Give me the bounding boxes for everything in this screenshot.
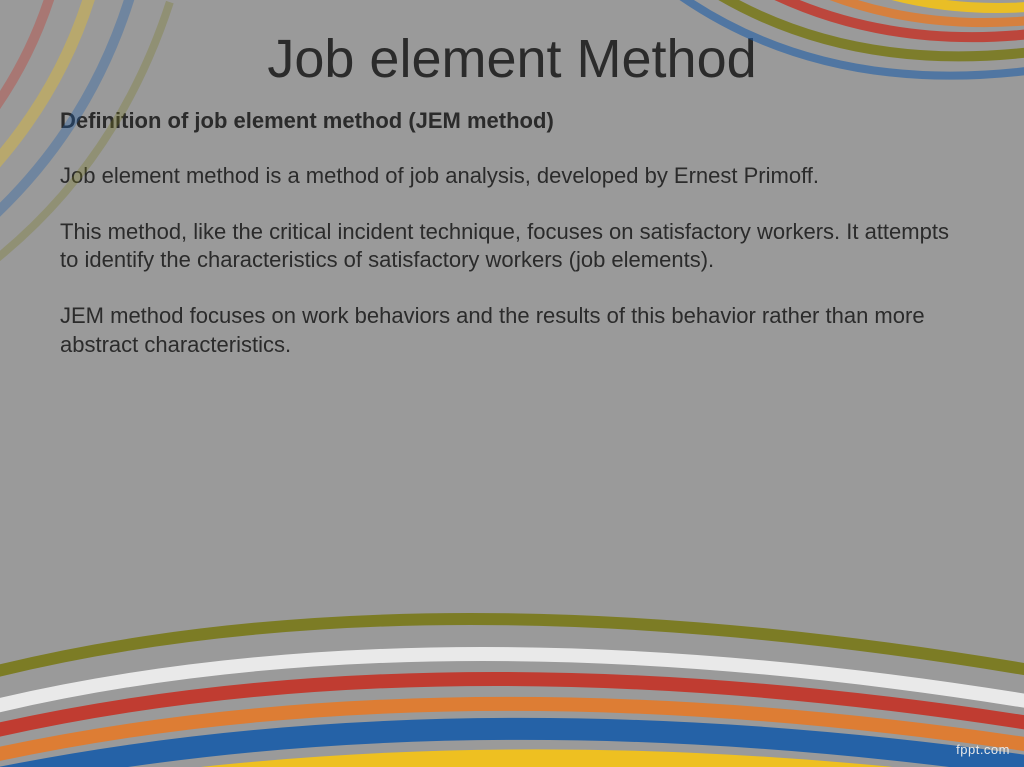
slide: Job element Method Definition of job ele… — [0, 0, 1024, 767]
decor-swoosh-bottom — [0, 487, 1024, 767]
slide-subtitle: Definition of job element method (JEM me… — [60, 108, 964, 134]
watermark-text: fppt.com — [956, 742, 1010, 757]
slide-paragraph: This method, like the critical incident … — [60, 218, 964, 274]
slide-paragraph: JEM method focuses on work behaviors and… — [60, 302, 964, 358]
slide-paragraph: Job element method is a method of job an… — [60, 162, 964, 190]
slide-title: Job element Method — [60, 28, 964, 90]
